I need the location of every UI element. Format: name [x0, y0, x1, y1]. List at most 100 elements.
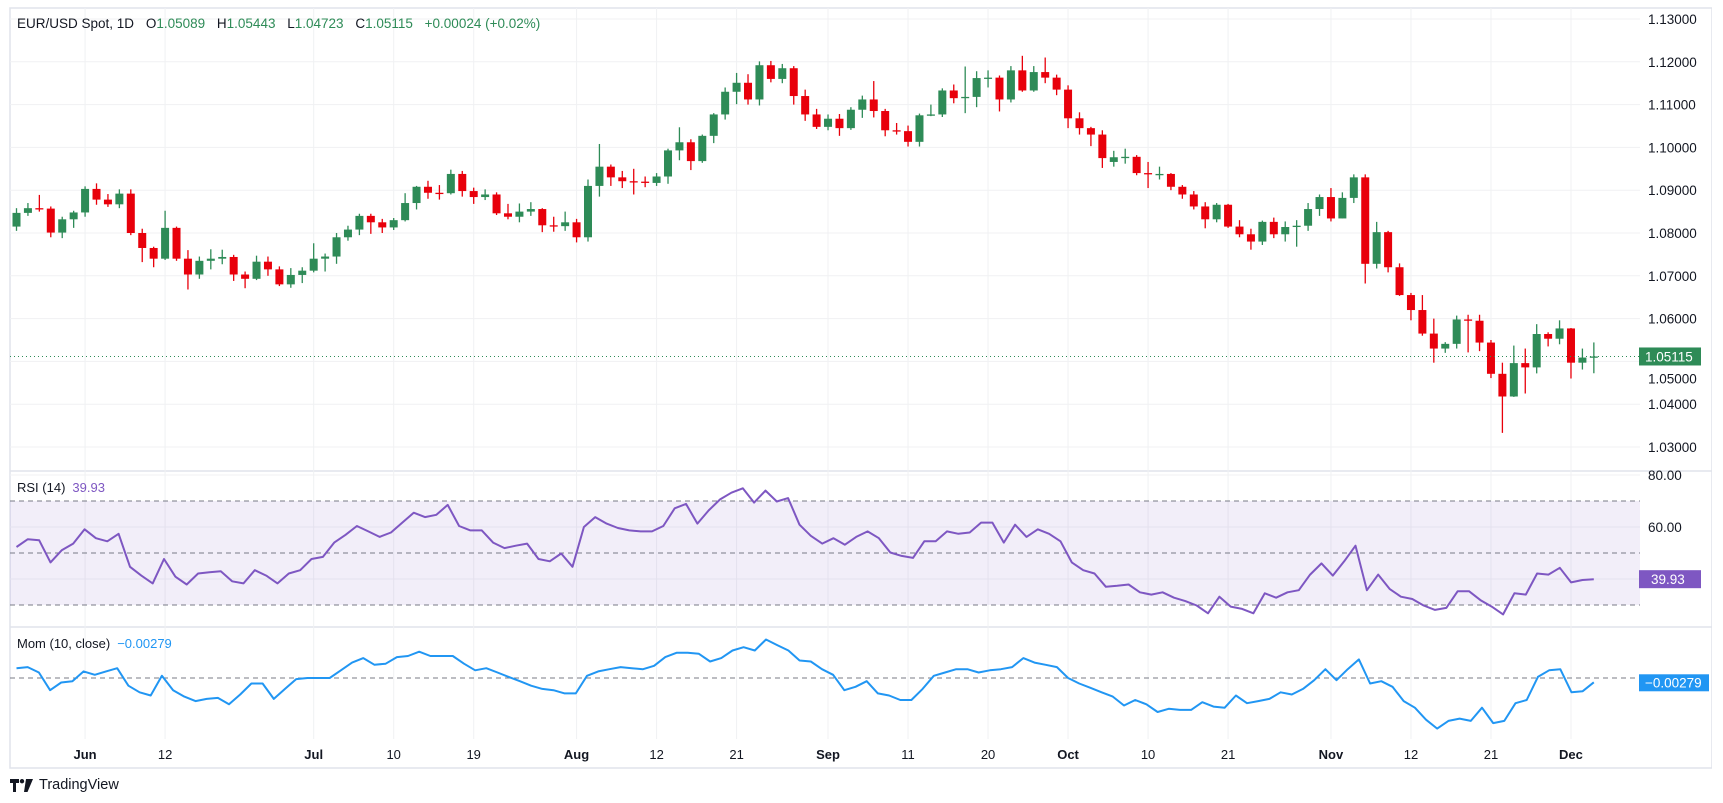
candle[interactable] — [252, 255, 261, 281]
candle[interactable] — [149, 246, 158, 268]
candle[interactable] — [1064, 85, 1073, 129]
candle[interactable] — [1441, 342, 1450, 353]
candle[interactable] — [732, 72, 741, 105]
candle[interactable] — [904, 125, 913, 147]
candle[interactable] — [1452, 315, 1461, 349]
candle[interactable] — [801, 89, 810, 121]
candle[interactable] — [698, 134, 707, 163]
candle[interactable] — [789, 66, 798, 105]
candle[interactable] — [1498, 362, 1507, 433]
candle[interactable] — [218, 249, 227, 265]
candle[interactable] — [1292, 220, 1301, 247]
candle[interactable] — [1258, 220, 1267, 245]
candle[interactable] — [1361, 174, 1370, 284]
candle[interactable] — [1532, 324, 1541, 374]
candle[interactable] — [629, 168, 638, 195]
candle[interactable] — [984, 70, 993, 88]
candle[interactable] — [652, 173, 661, 186]
candle[interactable] — [606, 164, 615, 186]
candle[interactable] — [115, 189, 124, 209]
candle[interactable] — [378, 218, 387, 233]
candle[interactable] — [926, 104, 935, 117]
candle[interactable] — [1589, 342, 1598, 374]
candle[interactable] — [1189, 191, 1198, 210]
candle[interactable] — [1566, 328, 1575, 379]
candle[interactable] — [1486, 340, 1495, 379]
candle[interactable] — [744, 74, 753, 105]
candle[interactable] — [915, 113, 924, 147]
candle[interactable] — [46, 206, 55, 238]
candle[interactable] — [435, 185, 444, 200]
candle[interactable] — [1464, 314, 1473, 353]
candle[interactable] — [675, 127, 684, 161]
candle[interactable] — [81, 186, 90, 217]
candle[interactable] — [1098, 130, 1107, 168]
tradingview-branding[interactable]: TradingView — [10, 777, 119, 793]
candle[interactable] — [58, 216, 67, 239]
candle[interactable] — [1224, 203, 1233, 228]
candle[interactable] — [298, 267, 307, 284]
candle[interactable] — [1246, 228, 1255, 250]
candle[interactable] — [355, 213, 364, 236]
candle[interactable] — [503, 203, 512, 220]
candle[interactable] — [321, 253, 330, 272]
candle[interactable] — [869, 81, 878, 118]
candle[interactable] — [1521, 348, 1530, 394]
candle[interactable] — [1395, 263, 1404, 296]
candle[interactable] — [835, 114, 844, 136]
candle[interactable] — [549, 216, 558, 232]
candle[interactable] — [401, 193, 410, 222]
candle[interactable] — [1166, 173, 1175, 191]
candle[interactable] — [812, 108, 821, 129]
candle[interactable] — [538, 208, 547, 233]
candle[interactable] — [172, 226, 181, 261]
candle[interactable] — [1109, 150, 1118, 167]
candle[interactable] — [103, 194, 112, 207]
candle[interactable] — [1406, 292, 1415, 321]
candle[interactable] — [1429, 318, 1438, 363]
candle[interactable] — [1315, 194, 1324, 216]
candle[interactable] — [1372, 221, 1381, 269]
candle[interactable] — [892, 123, 901, 135]
candle[interactable] — [1006, 66, 1015, 103]
candle[interactable] — [263, 256, 272, 276]
candle[interactable] — [1281, 221, 1290, 242]
candle[interactable] — [69, 210, 78, 228]
candle[interactable] — [1349, 174, 1358, 204]
candle[interactable] — [1578, 348, 1587, 370]
symbol-title[interactable]: EUR/USD Spot, 1D — [17, 16, 135, 31]
candle[interactable] — [1555, 320, 1564, 345]
candle[interactable] — [206, 249, 215, 270]
candle[interactable] — [641, 176, 650, 188]
candle[interactable] — [664, 148, 673, 184]
candle[interactable] — [1201, 202, 1210, 229]
candle[interactable] — [858, 95, 867, 118]
candle[interactable] — [446, 169, 455, 195]
candle[interactable] — [1326, 188, 1335, 222]
candle[interactable] — [492, 192, 501, 216]
candle[interactable] — [343, 225, 352, 241]
candle[interactable] — [92, 183, 101, 205]
candle[interactable] — [1235, 220, 1244, 238]
candle[interactable] — [389, 218, 398, 231]
candle[interactable] — [458, 170, 467, 197]
candle[interactable] — [1384, 230, 1393, 273]
momentum-legend[interactable]: Mom (10, close) −0.00279 — [17, 636, 172, 651]
candle[interactable] — [229, 254, 238, 281]
candle[interactable] — [1041, 57, 1050, 84]
candle[interactable] — [561, 211, 570, 231]
candle[interactable] — [778, 63, 787, 84]
candle[interactable] — [286, 268, 295, 288]
candle[interactable] — [195, 256, 204, 279]
candle[interactable] — [481, 189, 490, 201]
candle[interactable] — [1178, 185, 1187, 199]
candle[interactable] — [126, 189, 135, 236]
candle[interactable] — [332, 233, 341, 264]
candle[interactable] — [766, 60, 775, 83]
candle[interactable] — [309, 243, 318, 273]
candle[interactable] — [1304, 203, 1313, 231]
candle[interactable] — [721, 87, 730, 120]
candle[interactable] — [1029, 66, 1038, 92]
candle[interactable] — [35, 194, 44, 212]
candle[interactable] — [686, 139, 695, 171]
